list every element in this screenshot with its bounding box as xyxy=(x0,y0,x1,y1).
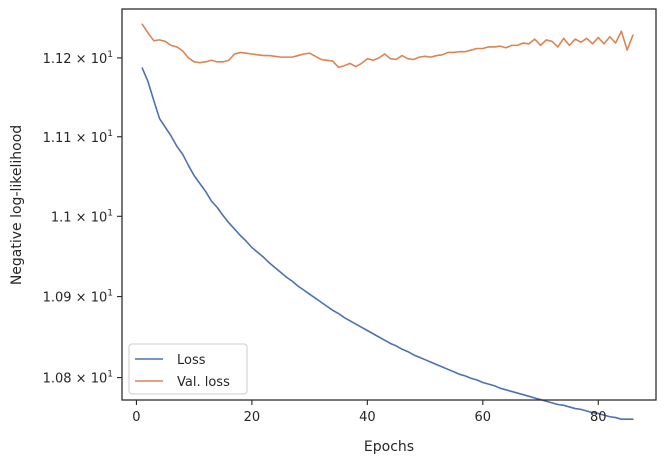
plot-frame xyxy=(121,8,657,401)
y-tick-base: 10 xyxy=(91,372,108,387)
legend-label: Loss xyxy=(177,353,206,368)
y-axis-title: Negative log-likelihood xyxy=(9,125,25,285)
x-tick-label: 40 xyxy=(359,410,376,425)
series-line-val-loss xyxy=(141,23,634,69)
y-tick-times-sign: × xyxy=(72,52,91,67)
series-line-loss xyxy=(141,67,634,421)
y-tick-times-sign: × xyxy=(72,210,91,225)
y-tick-exponent: 1 xyxy=(107,129,113,139)
y-tick-label: 1.12 × 101 xyxy=(43,50,113,67)
y-tick-exponent: 1 xyxy=(107,208,113,218)
x-axis-title: Epochs xyxy=(364,439,414,455)
y-tick-label: 1.1 × 101 xyxy=(51,208,113,225)
x-tick-label: 60 xyxy=(475,410,492,425)
y-tick-mantissa: 1.11 xyxy=(43,131,72,146)
y-tick-label: 1.09 × 101 xyxy=(43,289,113,306)
y-tick-times-sign: × xyxy=(72,291,91,306)
y-tick-label: 1.08 × 101 xyxy=(43,370,113,387)
y-tick-base: 10 xyxy=(91,52,108,67)
y-tick-label: 1.11 × 101 xyxy=(43,129,113,146)
legend: Loss Val. loss xyxy=(128,343,248,395)
y-tick-base: 10 xyxy=(91,291,108,306)
y-tick-mantissa: 1.1 xyxy=(51,210,72,225)
y-tick-exponent: 1 xyxy=(107,370,113,380)
y-tick-mantissa: 1.12 xyxy=(43,52,72,67)
y-tick-times-sign: × xyxy=(72,131,91,146)
x-tick-label: 20 xyxy=(244,410,261,425)
x-tick-label: 80 xyxy=(590,410,607,425)
y-tick-mantissa: 1.08 xyxy=(43,372,72,387)
y-tick-exponent: 1 xyxy=(107,50,113,60)
y-tick-base: 10 xyxy=(91,131,108,146)
legend-label: Val. loss xyxy=(177,375,230,390)
y-tick-mantissa: 1.09 xyxy=(43,291,72,306)
y-tick-exponent: 1 xyxy=(107,289,113,299)
x-tick-label: 0 xyxy=(132,410,140,425)
y-tick-base: 10 xyxy=(91,210,108,225)
y-tick-times-sign: × xyxy=(72,372,91,387)
